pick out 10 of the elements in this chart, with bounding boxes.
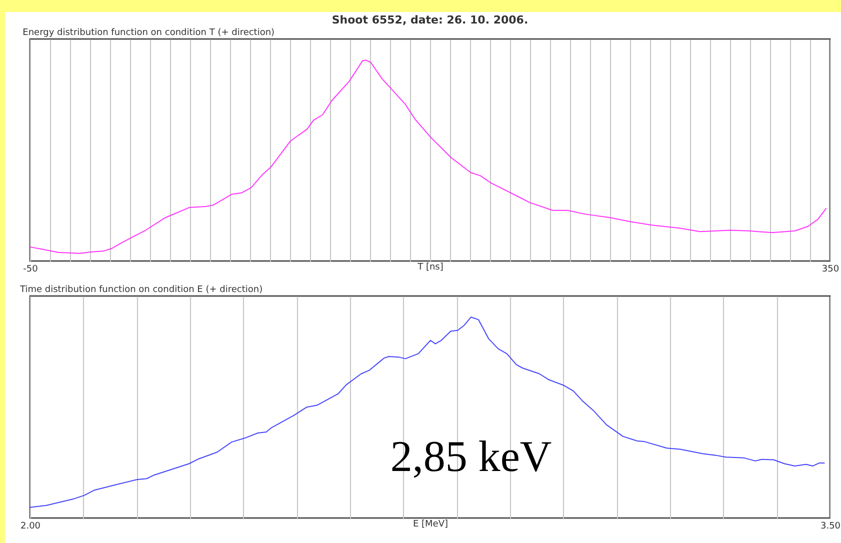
x-tick-label: -50 bbox=[23, 264, 38, 274]
x-tick-label: 350 bbox=[822, 264, 840, 274]
x-tick-label: 3.50 bbox=[820, 522, 841, 532]
x-tick-label: 2.00 bbox=[20, 522, 41, 532]
chart-subtitle: Energy distribution function on condition T (+ direction) bbox=[22, 28, 275, 38]
chart-title: Shoot 6552, date: 26. 10. 2006. bbox=[332, 13, 528, 26]
annotation: 2,85 keV bbox=[390, 432, 552, 481]
x-axis-title: E [MeV] bbox=[412, 520, 448, 530]
x-axis-title: T [ns] bbox=[416, 262, 444, 272]
chart-title: Time distribution function on condition E (+ direction) bbox=[18, 285, 263, 295]
